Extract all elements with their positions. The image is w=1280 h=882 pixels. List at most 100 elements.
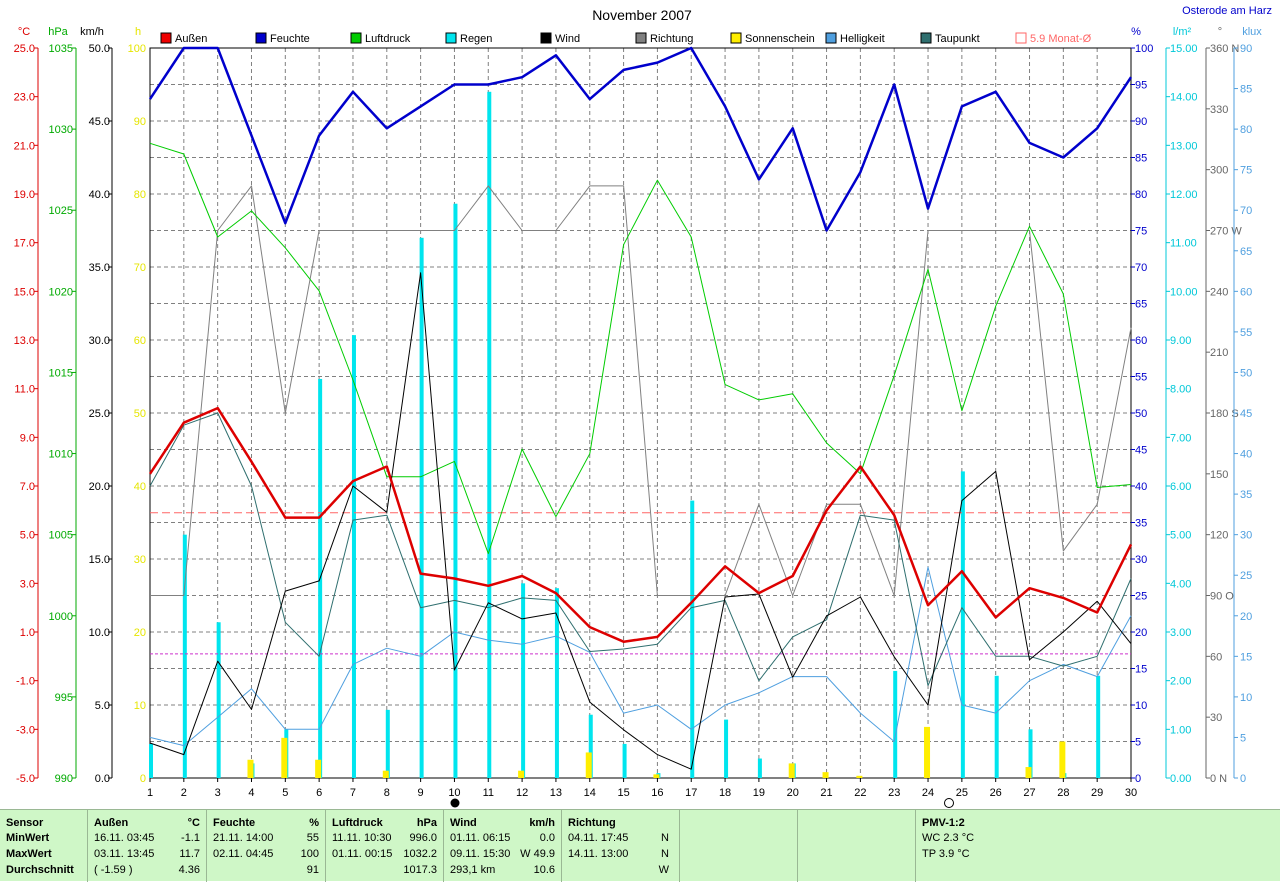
pmv-tp: TP 3.9 °C: [922, 848, 970, 860]
x-tick-label-26: 26: [990, 787, 1002, 799]
series-line-helligkeit: [149, 566, 1132, 747]
x-tick-label-28: 28: [1057, 787, 1069, 799]
sun-bar-day-24: [924, 726, 931, 778]
header-pmv: PMV-1:2: [922, 817, 965, 829]
legend-swatch-5: [540, 32, 552, 44]
temp-tick-label-15: -5.0: [16, 773, 35, 785]
header-feuchte-unit: %: [309, 817, 319, 829]
luftdruck-max-time: 01.11. 00:15: [332, 848, 393, 860]
wind-avg-value: 10.6: [533, 864, 555, 876]
light-tick-label-14: 20: [1240, 611, 1252, 623]
wind-tick-label-10: 0.0: [95, 773, 110, 785]
rain-unit-label: l/m²: [1173, 26, 1192, 38]
wind-distance: 293,1 km: [450, 864, 496, 876]
humidity-tick-label-11: 45: [1135, 445, 1147, 457]
pressure-tick-label-6: 1005: [49, 530, 73, 542]
wind-tick-label-2: 40.0: [89, 189, 110, 201]
direction-tick-label-8: 120: [1210, 530, 1228, 542]
rain-bar-day-13: [554, 588, 559, 778]
empty-column-2: [797, 810, 915, 882]
light-tick-label-12: 30: [1240, 530, 1252, 542]
legend-swatch-8: [825, 32, 837, 44]
x-tick-label-7: 7: [350, 787, 356, 799]
light-tick-label-16: 10: [1240, 692, 1252, 704]
wind-min-time: 01.11. 06:15: [450, 832, 511, 844]
richtung-min-value: N: [661, 832, 669, 844]
humidity-tick-label-8: 60: [1135, 335, 1147, 347]
temp-tick-label-5: 15.0: [14, 286, 35, 298]
direction-tick-label-11: 30: [1210, 712, 1222, 724]
row-label-max: MaxWert: [6, 848, 52, 860]
location-label: Osterode am Harz: [1182, 5, 1272, 17]
direction-tick-label-2: 300: [1210, 165, 1228, 177]
rain-bar-day-2: [182, 534, 187, 778]
legend-swatch-3: [350, 32, 362, 44]
sun-bar-day-12: [518, 770, 525, 778]
header-aussen: Außen: [94, 817, 129, 829]
feuchte-column: Feuchte % 21.11. 14:00 55 02.11. 04:45 1…: [206, 810, 325, 882]
light-tick-label-5: 65: [1240, 246, 1252, 258]
wind-tick-label-0: 50.0: [89, 43, 110, 55]
moon-icons: [450, 798, 954, 808]
x-tick-label-2: 2: [181, 787, 187, 799]
sun-tick-label-1: 90: [134, 116, 146, 128]
x-tick-label-9: 9: [418, 787, 424, 799]
aussen-min-value: -1.1: [181, 832, 200, 844]
humidity-tick-label-14: 30: [1135, 554, 1147, 566]
legend-swatch-1: [160, 32, 172, 44]
temp-tick-label-0: 25.0: [14, 43, 35, 55]
sun-bar-day-8: [382, 770, 389, 778]
light-tick-label-2: 80: [1240, 124, 1252, 136]
temp-tick-label-12: 1.0: [20, 627, 35, 639]
sun-bar-day-21: [822, 772, 829, 778]
sun-bar-day-27: [1025, 767, 1032, 778]
luftdruck-max-value: 1032.2: [403, 848, 437, 860]
pressure-tick-label-7: 1000: [49, 611, 73, 623]
temp-tick-label-1: 23.0: [14, 92, 35, 104]
direction-tick-label-12: 0 N: [1210, 773, 1227, 785]
x-tick-label-23: 23: [888, 787, 900, 799]
rain-tick-label-2: 13.00: [1170, 140, 1198, 152]
direction-tick-label-10: 60: [1210, 651, 1222, 663]
sun-tick-label-8: 20: [134, 627, 146, 639]
sensor-column: Sensor MinWert MaxWert Durchschnitt: [0, 810, 87, 882]
aussen-avg-note: ( -1.59 ): [94, 864, 133, 876]
aussen-avg-value: 4.36: [178, 864, 200, 876]
wind-column: Wind km/h 01.11. 06:15 0.0 09.11. 15:30 …: [443, 810, 561, 882]
light-tick-label-3: 75: [1240, 165, 1252, 177]
rain-tick-label-5: 10.00: [1170, 286, 1198, 298]
rain-tick-label-11: 4.00: [1170, 578, 1191, 590]
temp-tick-label-4: 17.0: [14, 238, 35, 250]
light-tick-label-9: 45: [1240, 408, 1252, 420]
temp-tick-label-8: 9.0: [20, 432, 35, 444]
wind-tick-label-7: 15.0: [89, 554, 110, 566]
wind-tick-label-6: 20.0: [89, 481, 110, 493]
luftdruck-min-time: 11.11. 10:30: [332, 832, 392, 844]
rain-bar-day-3: [216, 622, 221, 778]
rain-bar-day-7: [351, 335, 356, 778]
legend-swatch-2: [255, 32, 267, 44]
legend-label-3: Luftdruck: [365, 33, 411, 45]
richtung-avg-value: W: [658, 864, 669, 876]
rain-bar-day-19: [757, 758, 762, 778]
legend-swatch-4: [445, 32, 457, 44]
x-tick-label-25: 25: [956, 787, 968, 799]
temp-tick-label-13: -1.0: [16, 676, 35, 688]
temp-tick-label-10: 5.0: [20, 530, 35, 542]
sun-tick-label-2: 80: [134, 189, 146, 201]
header-aussen-unit: °C: [187, 817, 200, 829]
richtung-min-time: 04.11. 17:45: [568, 832, 629, 844]
legend-label-2: Feuchte: [270, 33, 310, 45]
richtung-max-value: N: [661, 848, 669, 860]
x-tick-label-29: 29: [1091, 787, 1103, 799]
sun-tick-label-0: 100: [128, 43, 146, 55]
wind-tick-label-9: 5.0: [95, 700, 110, 712]
x-tick-label-17: 17: [685, 787, 697, 799]
rain-bar-day-10: [453, 203, 458, 778]
x-tick-label-20: 20: [787, 787, 799, 799]
sun-tick-label-7: 30: [134, 554, 146, 566]
aussen-max-time: 03.11. 13:45: [94, 848, 155, 860]
humidity-tick-label-3: 85: [1135, 153, 1147, 165]
direction-tick-label-5: 210: [1210, 347, 1228, 359]
feuchte-max-value: 100: [300, 848, 319, 860]
